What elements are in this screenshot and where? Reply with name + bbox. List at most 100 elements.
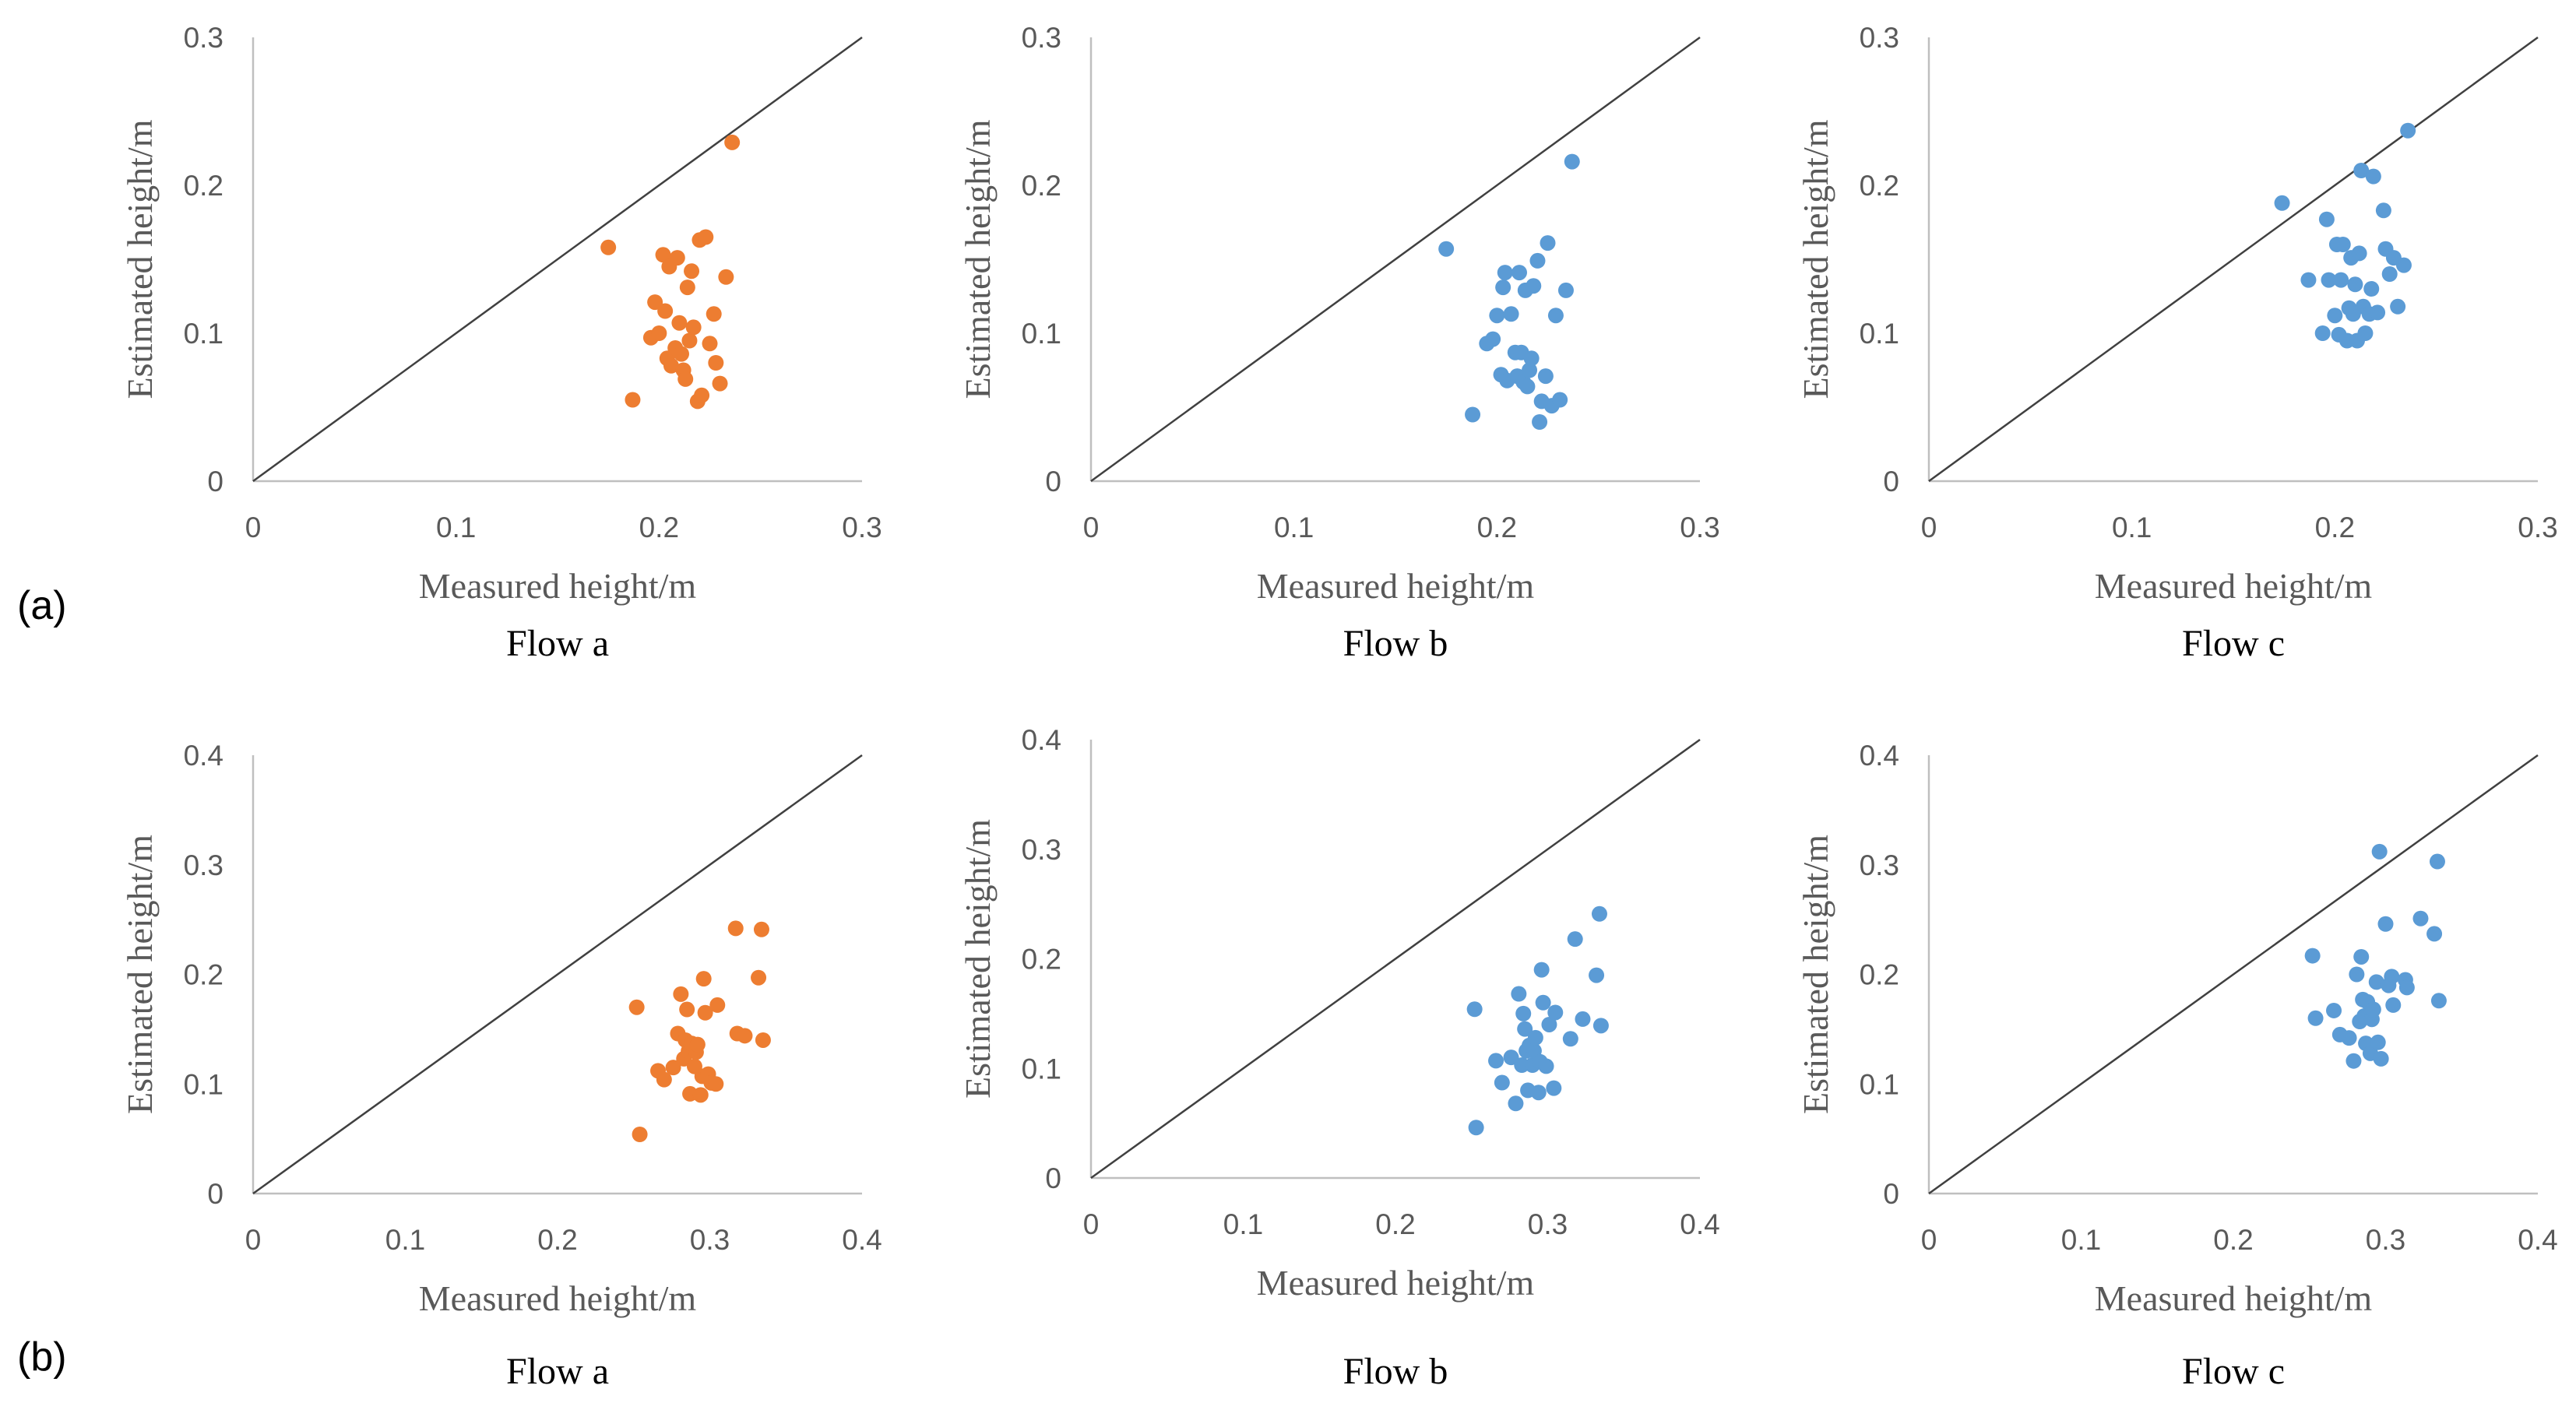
data-point: [1465, 406, 1481, 423]
y-tick-label: 0.1: [1022, 318, 1061, 350]
y-tick-label: 0.1: [1860, 1068, 1899, 1100]
data-point: [1552, 392, 1568, 408]
x-tick-label: 0.2: [639, 512, 679, 543]
data-point: [708, 355, 724, 371]
data-point: [2370, 1034, 2386, 1050]
data-point: [2357, 325, 2374, 341]
y-tick-label: 0.4: [1860, 740, 1899, 772]
scatter-panel-6: 0 0.1 0.2 0.3 0.4 0 0.1 0.2 0.3 0.4 Measured heigh…: [1796, 740, 2558, 1392]
data-point: [2300, 272, 2317, 288]
data-point: [2335, 237, 2351, 252]
y-axis-title: Estimated height/m: [1796, 119, 1835, 399]
data-point: [2375, 202, 2391, 219]
x-tick-label: 0.4: [842, 1224, 882, 1256]
y-tick-label: 0: [207, 1178, 223, 1210]
data-point: [2395, 257, 2412, 273]
y-tick-label: 0.3: [184, 849, 223, 881]
data-point: [665, 1060, 681, 1076]
y-tick-label: 0.3: [184, 22, 223, 54]
y-tick-label: 0.3: [1022, 834, 1061, 866]
data-point: [692, 1087, 709, 1103]
data-point: [2353, 948, 2370, 965]
data-point: [628, 999, 645, 1015]
data-point: [1494, 1074, 1510, 1091]
data-point: [2365, 1001, 2381, 1018]
x-tick-label: 0: [245, 512, 262, 543]
x-tick-label: 0.2: [1375, 1208, 1415, 1240]
data-point: [2333, 272, 2349, 288]
data-point: [1537, 368, 1554, 385]
y-tick-label: 0.4: [184, 740, 223, 772]
x-tick-label: 0: [1083, 512, 1100, 543]
data-point: [1547, 1004, 1564, 1021]
reference-line-y-equals-x: [1928, 36, 2539, 483]
x-axis-title: Measured height/m: [419, 1278, 697, 1318]
reference-line-y-equals-x: [252, 36, 863, 483]
panel-caption: Flow b: [1343, 1351, 1448, 1392]
data-point: [2373, 1050, 2389, 1067]
x-tick-label: 0.2: [1477, 512, 1517, 543]
panel-caption: Flow a: [506, 1351, 609, 1392]
data-point: [2363, 281, 2380, 297]
data-point: [694, 387, 710, 403]
y-tick-label: 0: [1045, 1162, 1061, 1194]
y-tick-label: 0: [1045, 466, 1061, 498]
x-tick-label: 0: [1083, 1208, 1100, 1240]
y-tick-label: 0.1: [1022, 1053, 1061, 1085]
y-tick-label: 0.1: [184, 318, 223, 350]
x-tick-label: 0.1: [385, 1224, 425, 1256]
data-point: [1489, 308, 1505, 324]
x-tick-label: 0.3: [690, 1224, 730, 1256]
y-axis-title: Estimated height/m: [120, 119, 160, 399]
data-point: [755, 1032, 771, 1048]
data-point: [708, 1076, 724, 1092]
data-point: [677, 371, 694, 387]
data-point: [1538, 1058, 1554, 1074]
data-point: [679, 280, 695, 296]
data-point: [706, 306, 722, 322]
scatter-panel-3: 0 0.1 0.2 0.3 0 0.1 0.2 0.3 Measured height/m Est…: [1796, 22, 2558, 664]
data-point: [2381, 266, 2398, 282]
data-point: [673, 986, 689, 1002]
data-point: [697, 1004, 713, 1021]
data-point: [2368, 974, 2384, 990]
data-point: [651, 325, 667, 341]
data-point: [1564, 153, 1580, 170]
x-tick-label: 0.1: [2061, 1224, 2101, 1256]
x-tick-label: 0.1: [2112, 512, 2152, 543]
data-point: [1532, 414, 1548, 430]
data-point: [1592, 1018, 1609, 1034]
data-point: [1522, 362, 1538, 378]
data-point: [2430, 993, 2447, 1009]
data-point: [1523, 350, 1540, 367]
data-point: [1575, 1011, 1591, 1027]
panel-caption: Flow c: [2182, 623, 2285, 664]
data-point: [647, 294, 663, 311]
data-point: [1488, 1053, 1504, 1069]
x-tick-label: 0: [245, 1224, 262, 1256]
data-point: [1527, 1029, 1543, 1046]
data-point: [737, 1028, 753, 1044]
data-point: [1589, 967, 1605, 983]
data-point: [712, 375, 728, 392]
data-point: [1562, 1031, 1578, 1047]
x-tick-label: 0.4: [1680, 1208, 1719, 1240]
data-point: [2326, 1002, 2342, 1018]
scatter-panel-4: 0 0.1 0.2 0.3 0.4 0 0.1 0.2 0.3 0.4 Measured heigh…: [120, 740, 882, 1392]
data-point: [1511, 986, 1527, 1002]
x-tick-label: 0.3: [842, 512, 882, 543]
data-point: [625, 392, 641, 408]
y-tick-label: 0.2: [1860, 959, 1899, 991]
x-tick-label: 0.2: [537, 1224, 577, 1256]
reference-line-y-equals-x: [1090, 36, 1701, 483]
y-tick-label: 0.4: [1022, 724, 1061, 756]
data-point: [2384, 969, 2400, 985]
data-point: [1529, 252, 1546, 269]
data-point: [1485, 331, 1501, 347]
data-point: [2429, 853, 2445, 870]
data-point: [2345, 1053, 2362, 1069]
scatter-panel-5: 0 0.1 0.2 0.3 0.4 0 0.1 0.2 0.3 0.4 Measured heigh…: [958, 724, 1720, 1392]
panel-caption: Flow b: [1343, 623, 1448, 664]
data-point: [1567, 931, 1583, 948]
